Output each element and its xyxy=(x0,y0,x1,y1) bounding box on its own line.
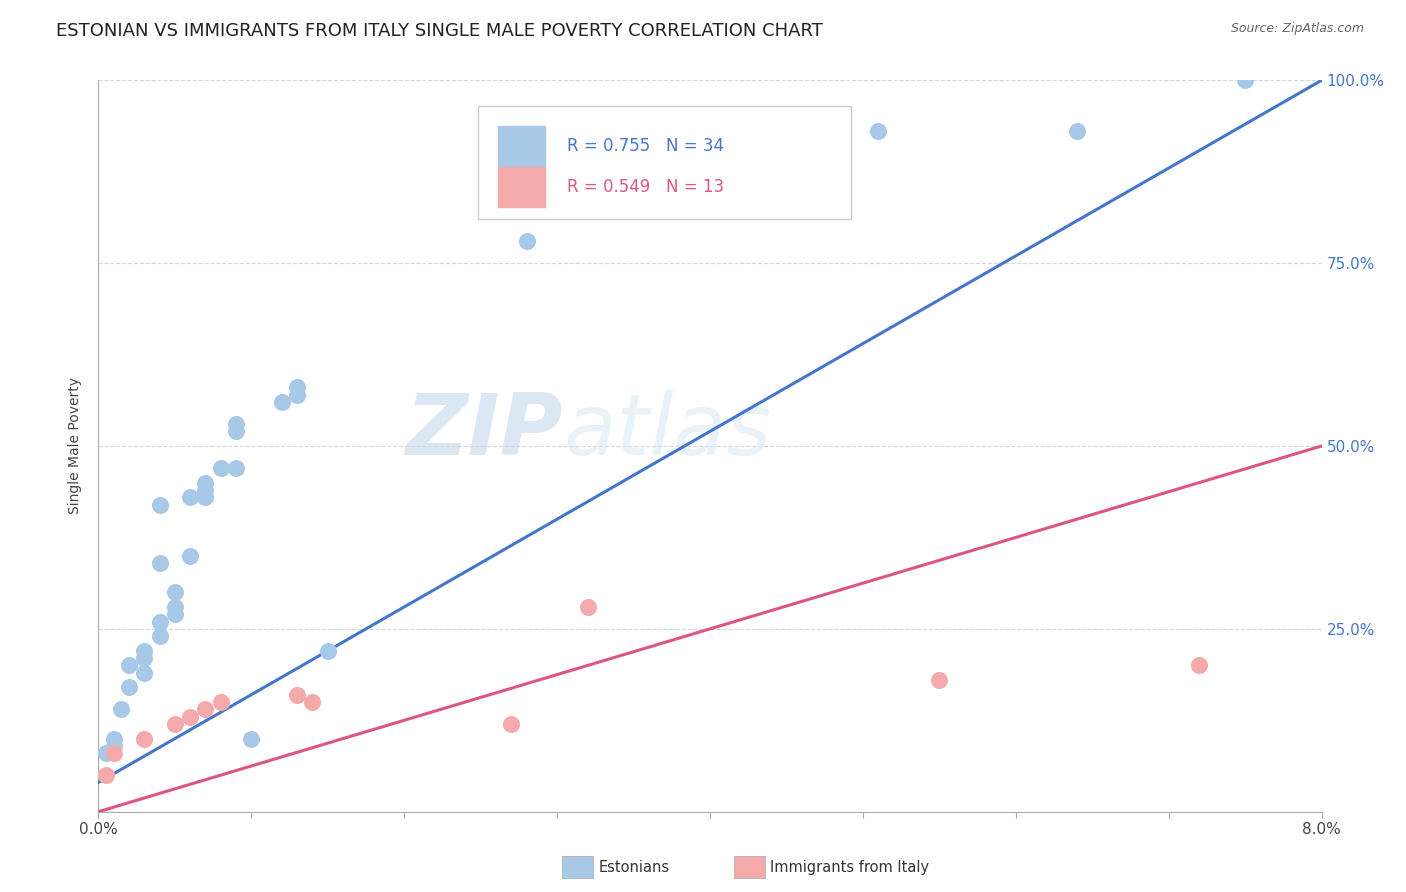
Bar xyxy=(498,167,546,207)
Point xyxy=(301,695,323,709)
Text: ESTONIAN VS IMMIGRANTS FROM ITALY SINGLE MALE POVERTY CORRELATION CHART: ESTONIAN VS IMMIGRANTS FROM ITALY SINGLE… xyxy=(56,22,823,40)
Point xyxy=(285,688,308,702)
Y-axis label: Single Male Poverty: Single Male Poverty xyxy=(69,377,83,515)
Point xyxy=(103,731,125,746)
Point xyxy=(1188,658,1211,673)
Point xyxy=(179,490,201,504)
Point xyxy=(516,234,538,248)
Point xyxy=(163,607,186,622)
Point xyxy=(501,717,523,731)
Point xyxy=(576,599,599,614)
Point xyxy=(194,483,217,497)
Text: Estonians: Estonians xyxy=(599,860,671,874)
Point xyxy=(285,380,308,394)
Point xyxy=(110,702,132,716)
Point xyxy=(118,658,141,673)
Point xyxy=(179,709,201,723)
Point xyxy=(118,681,141,695)
Point xyxy=(134,665,156,680)
Point xyxy=(134,651,156,665)
Point xyxy=(209,695,232,709)
Point xyxy=(134,731,156,746)
FancyBboxPatch shape xyxy=(478,106,851,219)
Point xyxy=(149,629,172,643)
Bar xyxy=(498,126,546,166)
Point xyxy=(1066,124,1088,138)
Point xyxy=(225,417,247,431)
Point xyxy=(163,585,186,599)
Point xyxy=(149,556,172,570)
Point xyxy=(94,768,117,782)
Text: R = 0.549   N = 13: R = 0.549 N = 13 xyxy=(567,178,724,195)
Point xyxy=(94,746,117,760)
Point xyxy=(1234,73,1257,87)
Point xyxy=(103,739,125,753)
Point xyxy=(194,475,217,490)
Text: atlas: atlas xyxy=(564,390,772,473)
Point xyxy=(285,388,308,402)
Point xyxy=(316,644,339,658)
Point xyxy=(149,498,172,512)
Point xyxy=(163,717,186,731)
Point xyxy=(163,599,186,614)
Point xyxy=(179,549,201,563)
Point xyxy=(103,746,125,760)
Point xyxy=(928,673,950,687)
Text: Source: ZipAtlas.com: Source: ZipAtlas.com xyxy=(1230,22,1364,36)
Point xyxy=(240,731,263,746)
Text: R = 0.755   N = 34: R = 0.755 N = 34 xyxy=(567,136,724,154)
Point xyxy=(270,395,294,409)
Point xyxy=(134,644,156,658)
Point xyxy=(225,461,247,475)
Point xyxy=(149,615,172,629)
Point xyxy=(194,702,217,716)
Point xyxy=(868,124,890,138)
Text: ZIP: ZIP xyxy=(405,390,564,473)
Text: Immigrants from Italy: Immigrants from Italy xyxy=(770,860,929,874)
Point xyxy=(209,461,232,475)
Point xyxy=(194,490,217,504)
Point xyxy=(225,425,247,439)
